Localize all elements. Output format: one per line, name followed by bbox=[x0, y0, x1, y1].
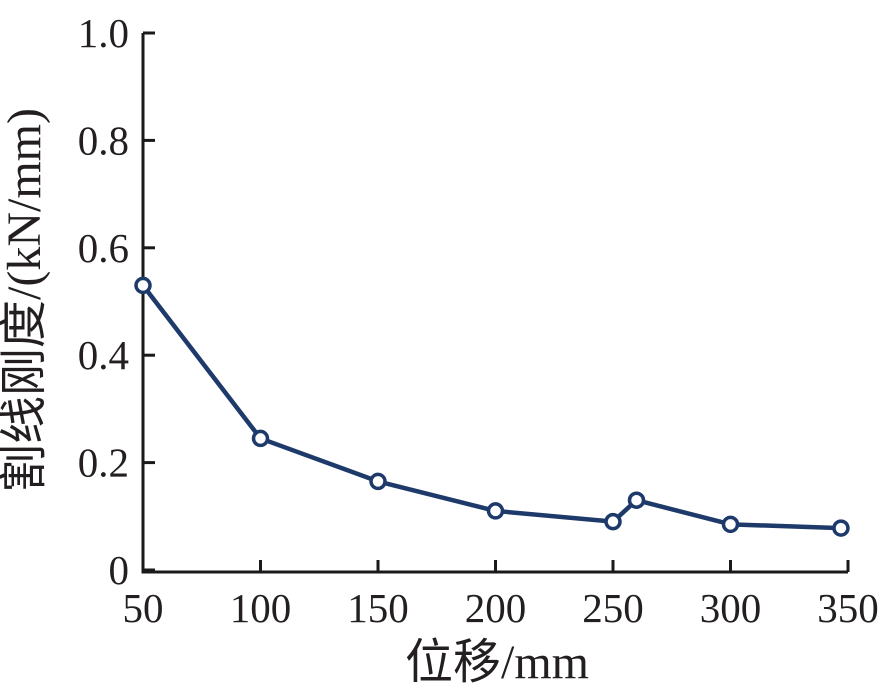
x-tick-label: 50 bbox=[123, 585, 164, 631]
x-axis-label: 位移/mm bbox=[405, 636, 589, 689]
data-point-marker bbox=[369, 472, 387, 491]
data-series bbox=[134, 276, 850, 537]
y-tick-label: 1.0 bbox=[78, 10, 129, 56]
y-axis-label: 割线刚度/(kN/mm) bbox=[0, 108, 51, 492]
y-tick-label: 0.4 bbox=[78, 332, 129, 378]
axes bbox=[141, 33, 848, 574]
x-tick-label: 100 bbox=[230, 585, 292, 631]
data-point-marker bbox=[486, 502, 505, 520]
data-point-marker bbox=[251, 429, 270, 448]
data-point-marker bbox=[604, 512, 622, 531]
x-tick-label: 250 bbox=[582, 585, 644, 631]
data-point-marker bbox=[627, 491, 646, 509]
x-tick-label: 350 bbox=[817, 585, 879, 631]
y-tick-label: 0.2 bbox=[78, 440, 129, 486]
x-tick-label: 200 bbox=[465, 585, 527, 631]
data-point-marker bbox=[721, 515, 740, 534]
series-line bbox=[140, 283, 844, 531]
tick-labels: 50 100 150 200 250 300 350 0 0.2 0.4 0.6 0.8 1.0 bbox=[78, 10, 879, 631]
data-point-marker bbox=[134, 276, 152, 295]
x-tick-label: 150 bbox=[347, 585, 409, 631]
y-tick-label: 0.6 bbox=[78, 225, 129, 271]
x-tick-label: 300 bbox=[700, 585, 762, 631]
y-tick-label: 0 bbox=[109, 547, 130, 593]
axis-lines bbox=[141, 33, 848, 574]
tick-marks bbox=[141, 31, 850, 572]
data-point-marker bbox=[832, 519, 850, 537]
y-tick-label: 0.8 bbox=[78, 117, 129, 163]
